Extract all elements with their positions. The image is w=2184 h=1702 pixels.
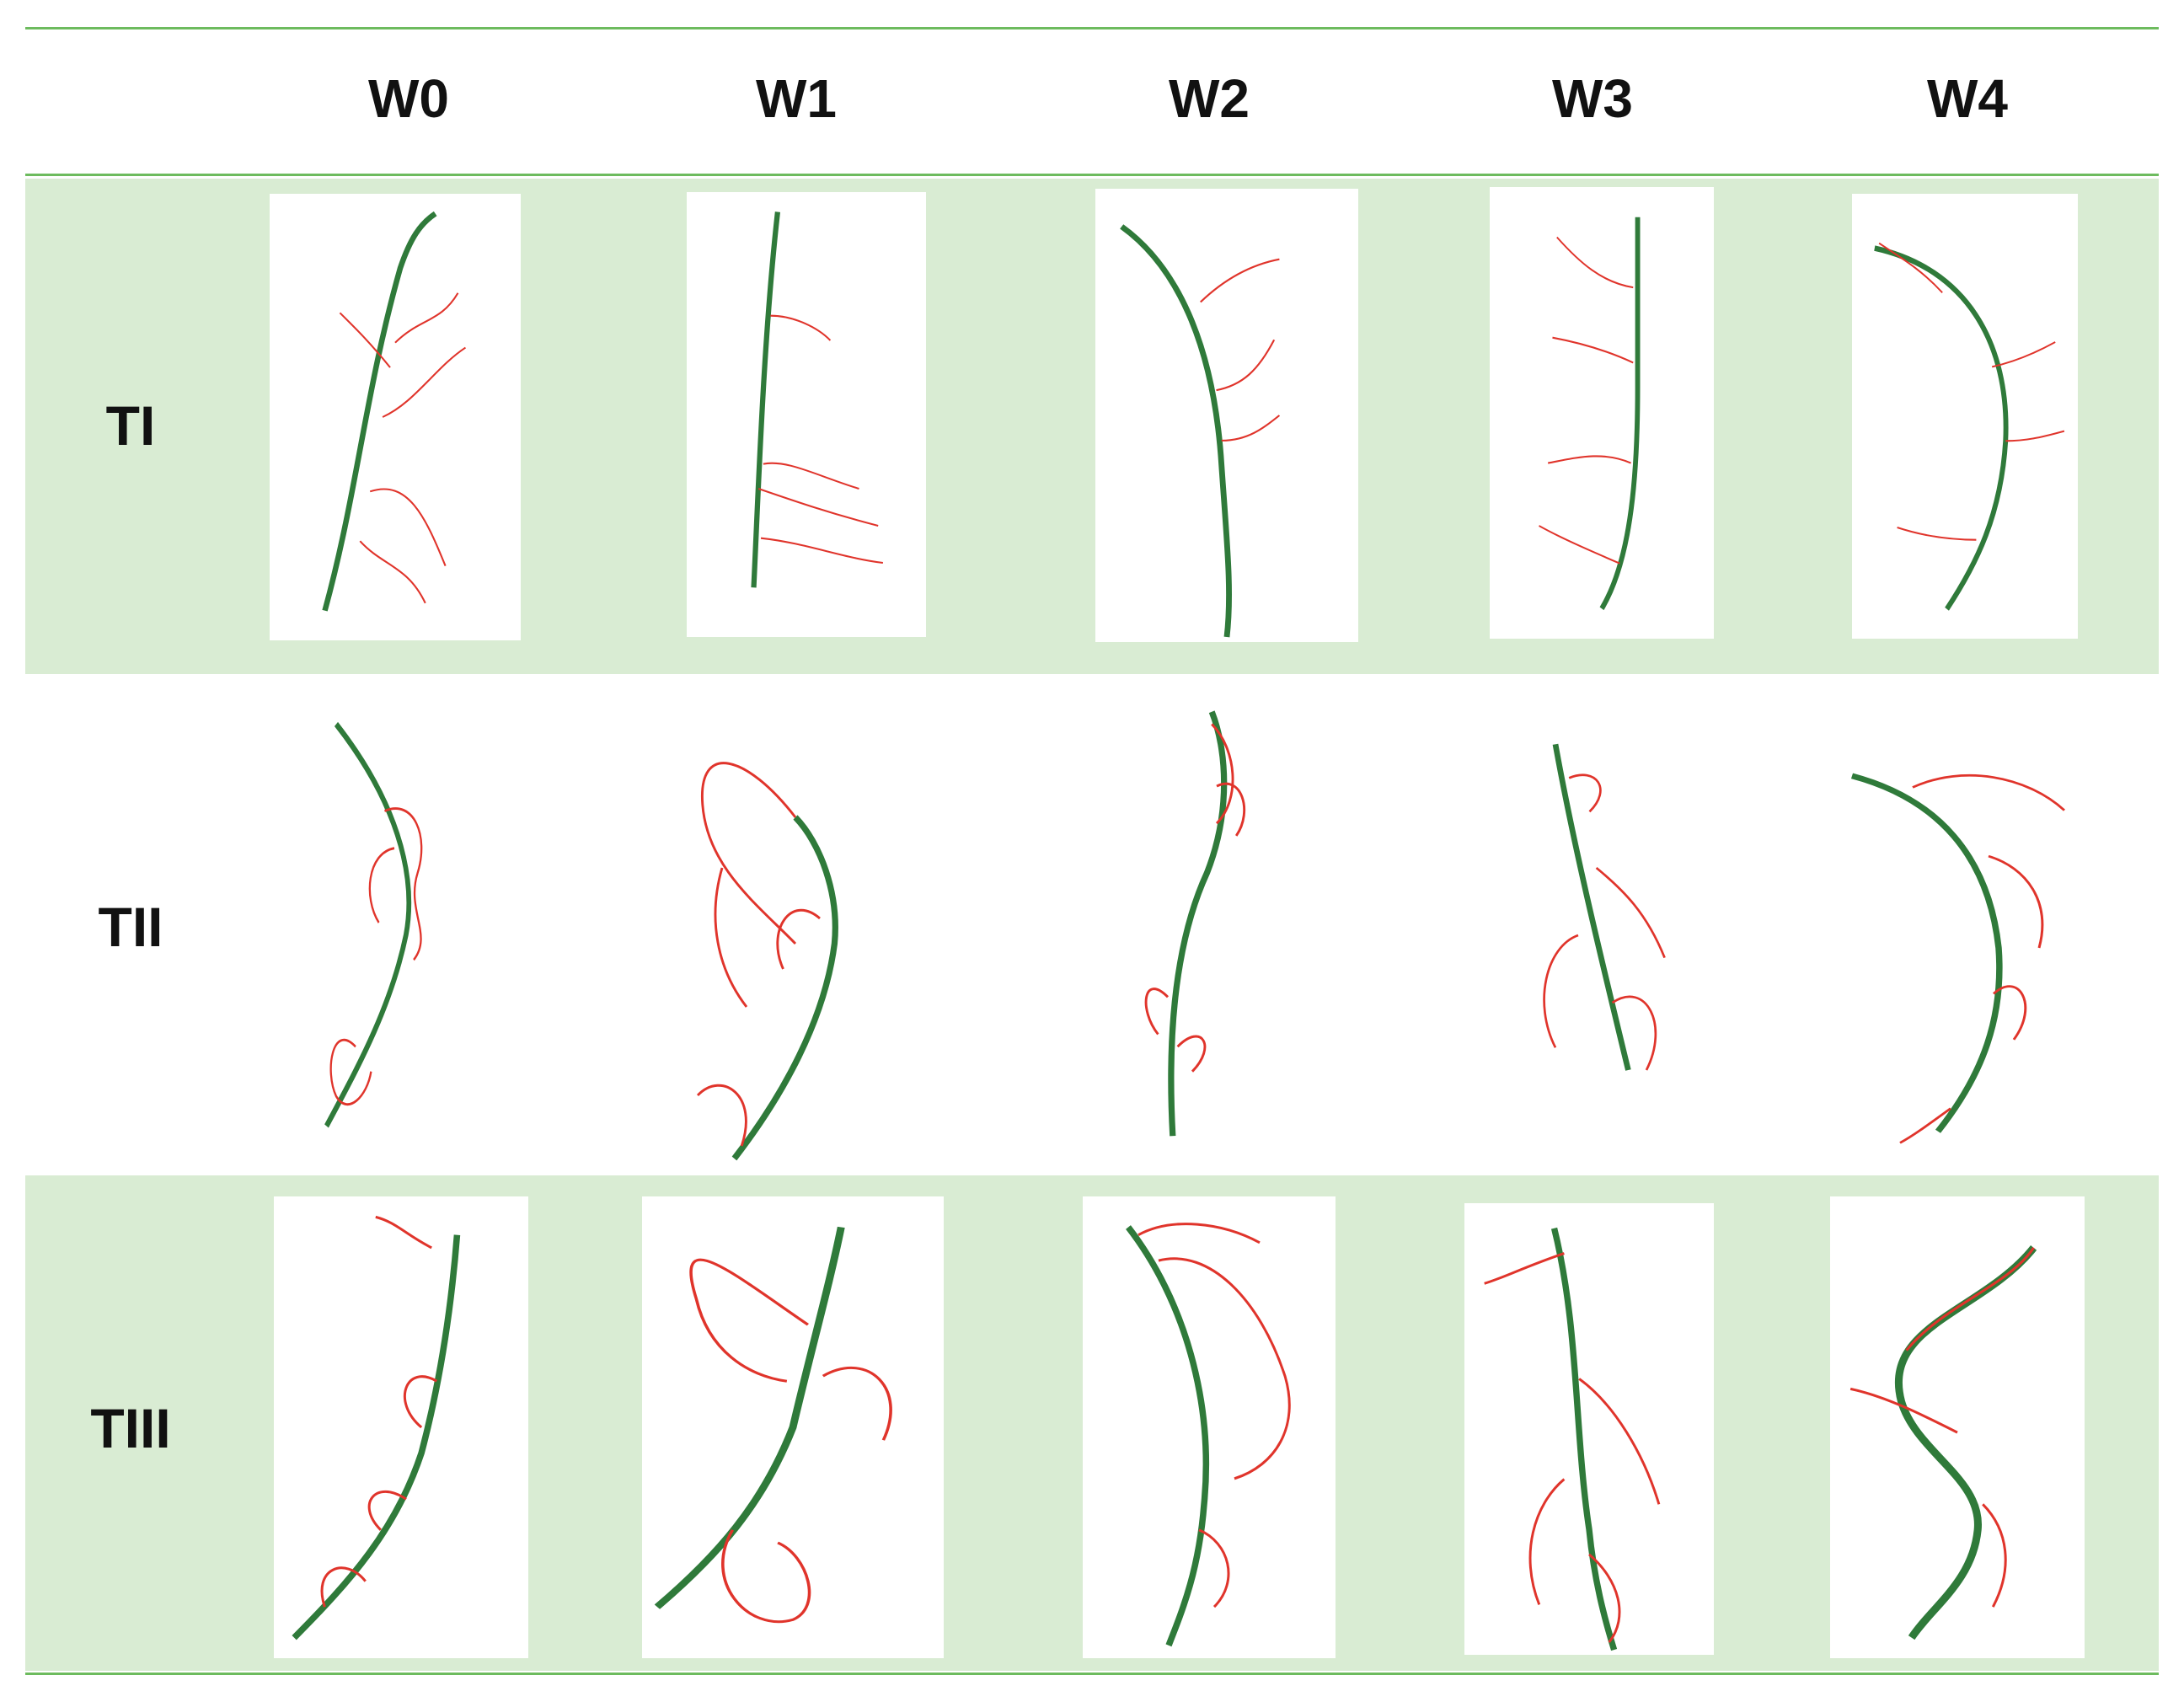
row-label-ti: TI xyxy=(105,394,156,457)
root-scan-tii-w0 xyxy=(278,699,472,1146)
column-header-w3: W3 xyxy=(1552,68,1633,129)
root-scan-tiii-w0 xyxy=(274,1196,528,1658)
root-scan-ti-w2 xyxy=(1095,189,1358,642)
column-header-w0: W0 xyxy=(368,68,449,129)
root-scan-ti-w0 xyxy=(270,194,521,640)
root-scan-tii-w3 xyxy=(1487,733,1715,1137)
root-scan-tii-w4 xyxy=(1837,741,2090,1154)
root-scan-tiii-w4 xyxy=(1830,1196,2085,1658)
column-header-w2: W2 xyxy=(1169,68,1250,129)
root-scan-tii-w2 xyxy=(1070,699,1314,1146)
root-scan-ti-w1 xyxy=(687,192,926,637)
root-scan-tiii-w3 xyxy=(1464,1203,1714,1655)
root-scan-ti-w4 xyxy=(1852,194,2078,639)
root-scan-ti-w3 xyxy=(1490,187,1714,639)
row-label-tiii: TIII xyxy=(90,1397,171,1459)
bottom-rule xyxy=(25,1673,2159,1675)
root-scan-tiii-w2 xyxy=(1083,1196,1336,1658)
root-scan-tii-w1 xyxy=(649,716,893,1171)
column-header-w4: W4 xyxy=(1927,68,2008,129)
header-rule xyxy=(25,174,2159,176)
column-header-w1: W1 xyxy=(756,68,837,129)
row-label-tii: TII xyxy=(98,896,163,958)
root-scan-tiii-w1 xyxy=(642,1196,944,1658)
top-rule xyxy=(25,27,2159,29)
